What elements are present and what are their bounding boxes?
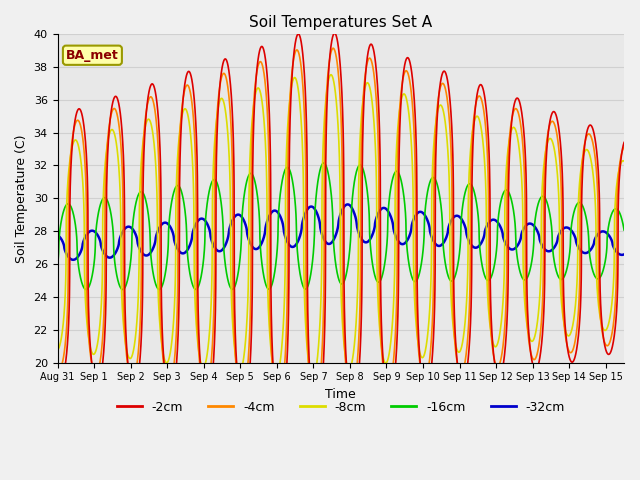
Title: Soil Temperatures Set A: Soil Temperatures Set A [249, 15, 433, 30]
Text: BA_met: BA_met [66, 49, 119, 62]
X-axis label: Time: Time [325, 388, 356, 401]
Y-axis label: Soil Temperature (C): Soil Temperature (C) [15, 134, 28, 263]
Legend: -2cm, -4cm, -8cm, -16cm, -32cm: -2cm, -4cm, -8cm, -16cm, -32cm [111, 396, 570, 419]
